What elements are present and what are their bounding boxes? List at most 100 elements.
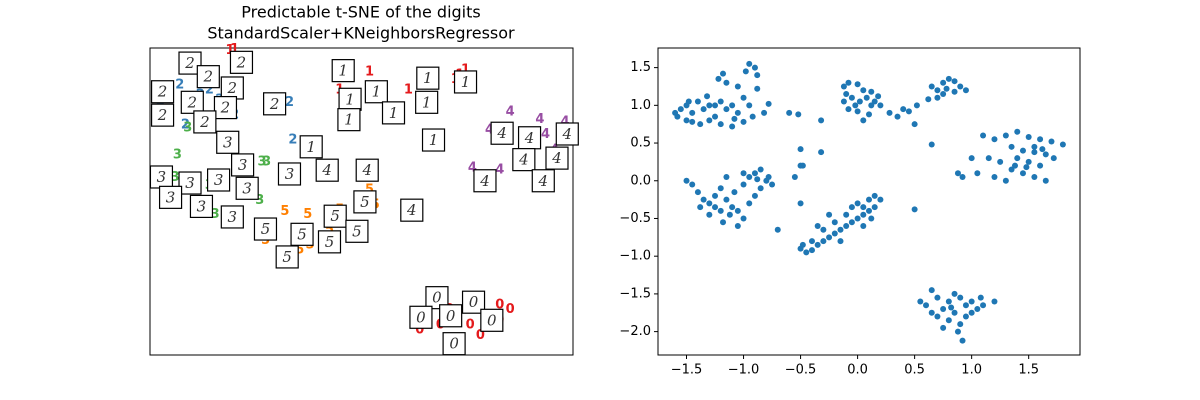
thumbnail-digit: 1 — [429, 131, 439, 149]
point — [726, 211, 733, 218]
thumbnail-box — [158, 185, 183, 209]
digit-label: 3 — [258, 154, 267, 169]
digit-thumbnail: 2 — [220, 76, 244, 100]
digit-label: 3 — [183, 120, 192, 135]
point — [729, 102, 736, 109]
point — [934, 94, 941, 101]
digit-label: 3 — [255, 193, 264, 208]
thumbnail-box — [229, 50, 254, 74]
thumbnail-box — [545, 146, 569, 170]
thumbnail-digit: 4 — [518, 151, 529, 169]
point — [843, 211, 850, 218]
thumbnail-digit: 4 — [551, 149, 562, 167]
digit-thumbnail: 1 — [364, 80, 388, 104]
point — [818, 149, 825, 156]
point — [765, 100, 772, 107]
digit-thumbnail: 2 — [178, 51, 202, 75]
point — [860, 87, 867, 94]
point — [974, 305, 981, 312]
digit-label: 1 — [461, 62, 470, 77]
thumbnail-digit: 1 — [422, 93, 432, 111]
y-tick-label: 1.5 — [630, 60, 651, 75]
thumbnail-digit: 2 — [157, 106, 168, 124]
thumbnail-box — [178, 51, 202, 75]
thumbnail-box — [442, 332, 466, 356]
digit-thumbnail: 2 — [213, 95, 238, 120]
digit-label: 5 — [295, 243, 304, 258]
digit-thumbnail: 2 — [196, 65, 220, 89]
thumbnail-box — [425, 286, 449, 310]
digit-label: 1 — [404, 83, 413, 98]
point — [877, 196, 884, 203]
point — [977, 294, 984, 301]
thumbnail-digit: 4 — [406, 201, 417, 219]
digit-thumbnail: 0 — [439, 304, 463, 328]
thumbnail-digit: 4 — [562, 125, 573, 143]
point — [948, 304, 955, 311]
point — [814, 241, 821, 248]
point — [863, 94, 870, 101]
point — [717, 98, 724, 105]
point — [860, 211, 867, 218]
digit-label: 1 — [365, 65, 374, 80]
point — [826, 211, 833, 218]
point — [1023, 164, 1030, 171]
point — [1025, 158, 1032, 165]
digit-label: 3 — [171, 170, 180, 185]
digit-label: 4 — [560, 114, 569, 129]
point — [940, 79, 947, 86]
point — [840, 83, 847, 90]
point — [968, 309, 975, 316]
thumbnail-box — [231, 153, 255, 177]
thumbnail-digit: 2 — [203, 68, 214, 86]
thumbnail-digit: 5 — [325, 233, 335, 251]
digit-thumbnail: 5 — [253, 217, 278, 241]
digit-thumbnail: 4 — [545, 146, 569, 170]
digit-thumbnail: 3 — [189, 194, 214, 219]
thumbnail-box — [555, 122, 579, 146]
point — [852, 102, 859, 109]
thumbnail-box — [415, 90, 439, 114]
point — [754, 176, 761, 183]
digit-thumbnail: 2 — [150, 103, 175, 127]
digit-thumbnail: 1 — [331, 59, 355, 83]
point — [723, 173, 730, 180]
point — [866, 111, 872, 118]
digit-label: 3 — [173, 148, 182, 163]
digit-label: 2 — [181, 117, 190, 132]
point — [913, 102, 920, 109]
thumbnail-box — [206, 168, 231, 192]
point — [717, 207, 724, 214]
digit-thumbnail: 4 — [517, 126, 542, 150]
point — [860, 223, 867, 230]
point — [997, 158, 1004, 165]
point — [1050, 155, 1057, 162]
point — [751, 192, 758, 199]
x-tick-label: 1.5 — [1018, 363, 1039, 378]
digit-label: 2 — [285, 95, 294, 110]
point — [786, 109, 793, 116]
digit-label: 0 — [506, 302, 515, 317]
point — [934, 313, 941, 320]
point — [968, 298, 975, 305]
point — [845, 79, 852, 86]
point — [797, 146, 804, 153]
thumbnail-digit: 3 — [197, 197, 207, 215]
thumbnail-box — [453, 70, 478, 94]
digit-label: 5 — [325, 222, 334, 237]
digit-thumbnail: 3 — [235, 176, 259, 200]
point — [860, 204, 867, 211]
thumbnail-digit: 2 — [187, 93, 198, 111]
point — [1002, 177, 1009, 184]
point — [697, 204, 704, 211]
point — [694, 98, 701, 105]
point — [706, 102, 713, 109]
digit-label: 1 — [230, 42, 239, 57]
digit-thumbnail: 0 — [480, 308, 504, 332]
digit-thumbnail: 1 — [415, 90, 439, 114]
point — [808, 247, 815, 254]
point — [985, 155, 992, 162]
point — [1014, 128, 1021, 135]
digit-label: 4 — [535, 112, 544, 127]
point — [1031, 173, 1038, 180]
